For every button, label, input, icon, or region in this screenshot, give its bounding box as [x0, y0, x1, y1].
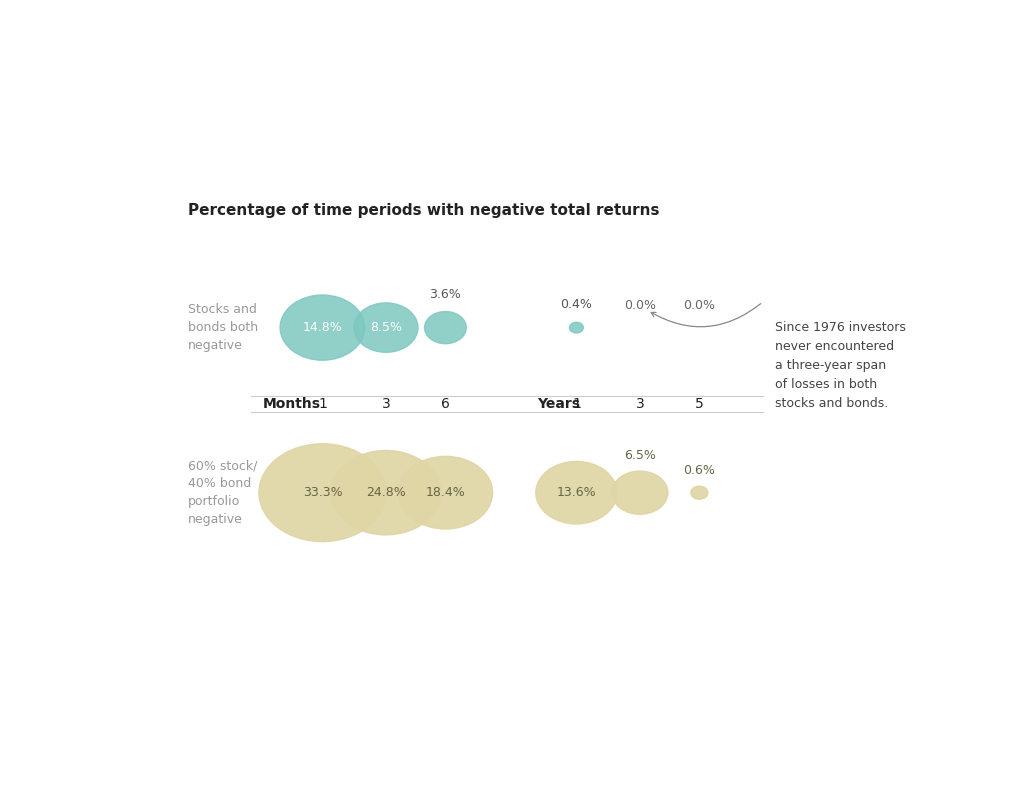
Text: 24.8%: 24.8% — [366, 486, 406, 499]
Text: 5: 5 — [695, 397, 703, 411]
Text: Stocks and
bonds both
negative: Stocks and bonds both negative — [187, 303, 258, 352]
Text: 0.4%: 0.4% — [560, 299, 592, 311]
Text: 33.3%: 33.3% — [303, 486, 342, 499]
Text: 0.6%: 0.6% — [683, 464, 716, 477]
Text: Years: Years — [537, 397, 580, 411]
Text: 8.5%: 8.5% — [370, 321, 401, 334]
Circle shape — [398, 457, 493, 529]
Text: 3.6%: 3.6% — [429, 287, 462, 300]
Text: 1: 1 — [572, 397, 581, 411]
Circle shape — [611, 471, 668, 515]
Circle shape — [259, 444, 386, 542]
Text: Months: Months — [263, 397, 321, 411]
Text: 0.0%: 0.0% — [683, 299, 716, 312]
Circle shape — [281, 295, 365, 360]
Text: Since 1976 investors
never encountered
a three-year span
of losses in both
stock: Since 1976 investors never encountered a… — [775, 322, 905, 410]
Circle shape — [354, 303, 418, 353]
Text: 18.4%: 18.4% — [426, 486, 465, 499]
Circle shape — [536, 461, 616, 524]
Text: 3: 3 — [636, 397, 644, 411]
Text: Percentage of time periods with negative total returns: Percentage of time periods with negative… — [187, 202, 659, 218]
Text: 60% stock/
40% bond
portfolio
negative: 60% stock/ 40% bond portfolio negative — [187, 459, 257, 526]
Text: 14.8%: 14.8% — [302, 321, 342, 334]
FancyArrowPatch shape — [651, 303, 761, 327]
Text: 3: 3 — [382, 397, 390, 411]
Text: 6: 6 — [441, 397, 450, 411]
Text: 6.5%: 6.5% — [624, 449, 655, 462]
Circle shape — [691, 486, 708, 499]
Text: 13.6%: 13.6% — [557, 486, 596, 499]
Circle shape — [425, 311, 466, 344]
Circle shape — [569, 322, 584, 333]
Circle shape — [331, 450, 440, 535]
Text: 1: 1 — [318, 397, 327, 411]
Text: 0.0%: 0.0% — [624, 299, 656, 312]
